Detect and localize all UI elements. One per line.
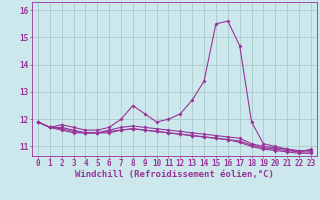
X-axis label: Windchill (Refroidissement éolien,°C): Windchill (Refroidissement éolien,°C) [75,170,274,179]
